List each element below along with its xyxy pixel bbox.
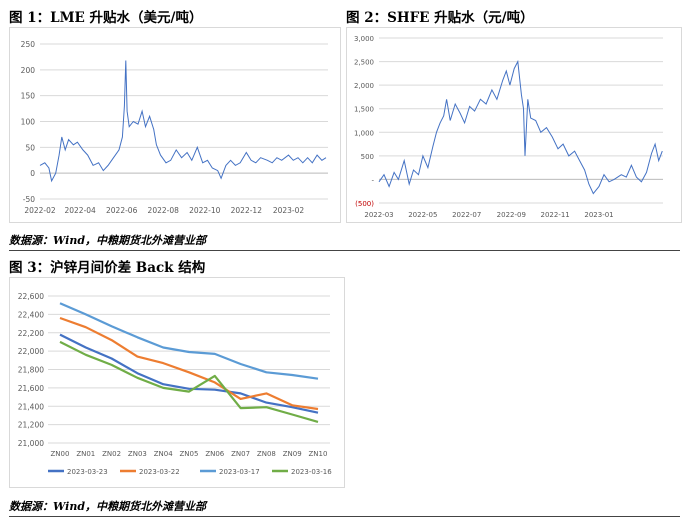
source-note-bottom: 数据源：Wind，中粮期货北外滩营业部 xyxy=(9,500,207,513)
divider-top xyxy=(9,250,680,251)
x-tick-label: ZN05 xyxy=(180,450,199,458)
y-tick-label: 50 xyxy=(25,143,35,152)
y-tick-label: 21,800 xyxy=(18,366,44,375)
y-tick-label: 22,200 xyxy=(18,329,44,338)
series-line-1 xyxy=(59,316,319,411)
x-tick-label: 2022-06 xyxy=(106,206,138,215)
y-tick-label: 3,000 xyxy=(354,35,374,43)
zinc-spread-chart: 22,600 22,400 22,200 22,000 21,800 21,600 21,4… xyxy=(18,292,332,476)
y-tick-label: 1,000 xyxy=(354,129,374,137)
x-tick-label: 2023-01 xyxy=(584,211,613,219)
lme-series-line xyxy=(39,60,327,183)
x-tick-label: 2023-02 xyxy=(273,206,305,215)
fig3-title: 图 3：沪锌月间价差 Back 结构 xyxy=(9,260,206,276)
divider-bottom xyxy=(9,516,680,517)
series-line-0 xyxy=(59,333,319,414)
y-tick-label: 21,600 xyxy=(18,384,44,393)
source-note-top: 数据源：Wind，中粮期货北外滩营业部 xyxy=(9,234,207,247)
y-tick-label: 150 xyxy=(21,92,36,101)
legend-label-3: 2023-03-16 xyxy=(291,468,332,476)
y-tick-label: 21,400 xyxy=(18,402,44,411)
x-tick-label: 2022-02 xyxy=(24,206,56,215)
fig2-title: 图 2：SHFE 升贴水（元/吨） xyxy=(346,10,534,26)
y-tick-label: -50 xyxy=(23,195,35,204)
lme-basis-chart: 250 200 150 100 50 0 -50 2022-02 2022-04 2022-06 2… xyxy=(21,40,328,215)
x-tick-label: ZN00 xyxy=(51,450,70,458)
y-tick-label: 500 xyxy=(361,153,374,161)
x-tick-label: ZN09 xyxy=(283,450,302,458)
series-line-2 xyxy=(59,302,319,380)
x-tick-label: 2022-07 xyxy=(452,211,481,219)
y-tick-label: 100 xyxy=(21,118,36,127)
x-tick-label: 2022-04 xyxy=(64,206,96,215)
y-tick-label: 22,600 xyxy=(18,292,44,301)
x-tick-label: ZN06 xyxy=(205,450,224,458)
legend-label-1: 2023-03-22 xyxy=(139,468,180,476)
lme-chart-frame: 250 200 150 100 50 0 -50 2022-02 2022-04 2022-06 2… xyxy=(9,27,341,223)
y-tick-label: 21,200 xyxy=(18,421,44,430)
y-tick-label: 21,000 xyxy=(18,439,44,448)
series-line-3 xyxy=(59,340,319,423)
fig1-title: 图 1：LME 升贴水（美元/吨） xyxy=(9,10,203,26)
x-tick-label: 2022-05 xyxy=(408,211,437,219)
x-tick-label: 2022-03 xyxy=(364,211,393,219)
y-tick-label: - xyxy=(371,176,374,184)
y-tick-label: 2,000 xyxy=(354,82,374,90)
y-tick-label: 0 xyxy=(30,169,35,178)
y-tick-label: 1,500 xyxy=(354,106,374,114)
y-tick-label: 250 xyxy=(21,40,36,49)
y-tick-label: 22,400 xyxy=(18,310,44,319)
x-tick-label: ZN04 xyxy=(154,450,173,458)
x-tick-label: ZN01 xyxy=(76,450,95,458)
x-tick-label: ZN08 xyxy=(257,450,276,458)
shfe-series-line xyxy=(378,59,663,195)
x-tick-label: 2022-12 xyxy=(231,206,263,215)
x-tick-label: 2022-11 xyxy=(541,211,570,219)
y-tick-label: (500) xyxy=(355,200,374,208)
shfe-chart-frame: 3,000 2,500 2,000 1,500 1,000 500 - (500) 2022-0… xyxy=(346,27,682,223)
legend-label-0: 2023-03-23 xyxy=(67,468,108,476)
x-tick-label: ZN02 xyxy=(102,450,121,458)
legend-label-2: 2023-03-17 xyxy=(219,468,260,476)
x-tick-label: 2022-08 xyxy=(148,206,180,215)
y-tick-label: 22,000 xyxy=(18,347,44,356)
spread-chart-frame: 22,600 22,400 22,200 22,000 21,800 21,600 21,4… xyxy=(9,277,345,488)
x-tick-label: ZN07 xyxy=(231,450,250,458)
x-tick-label: 2022-09 xyxy=(497,211,526,219)
x-tick-label: ZN10 xyxy=(309,450,328,458)
y-tick-label: 2,500 xyxy=(354,59,374,67)
shfe-basis-chart: 3,000 2,500 2,000 1,500 1,000 500 - (500) 2022-0… xyxy=(354,35,663,219)
y-tick-label: 200 xyxy=(21,66,36,75)
x-tick-label: 2022-10 xyxy=(189,206,221,215)
x-tick-label: ZN03 xyxy=(128,450,147,458)
